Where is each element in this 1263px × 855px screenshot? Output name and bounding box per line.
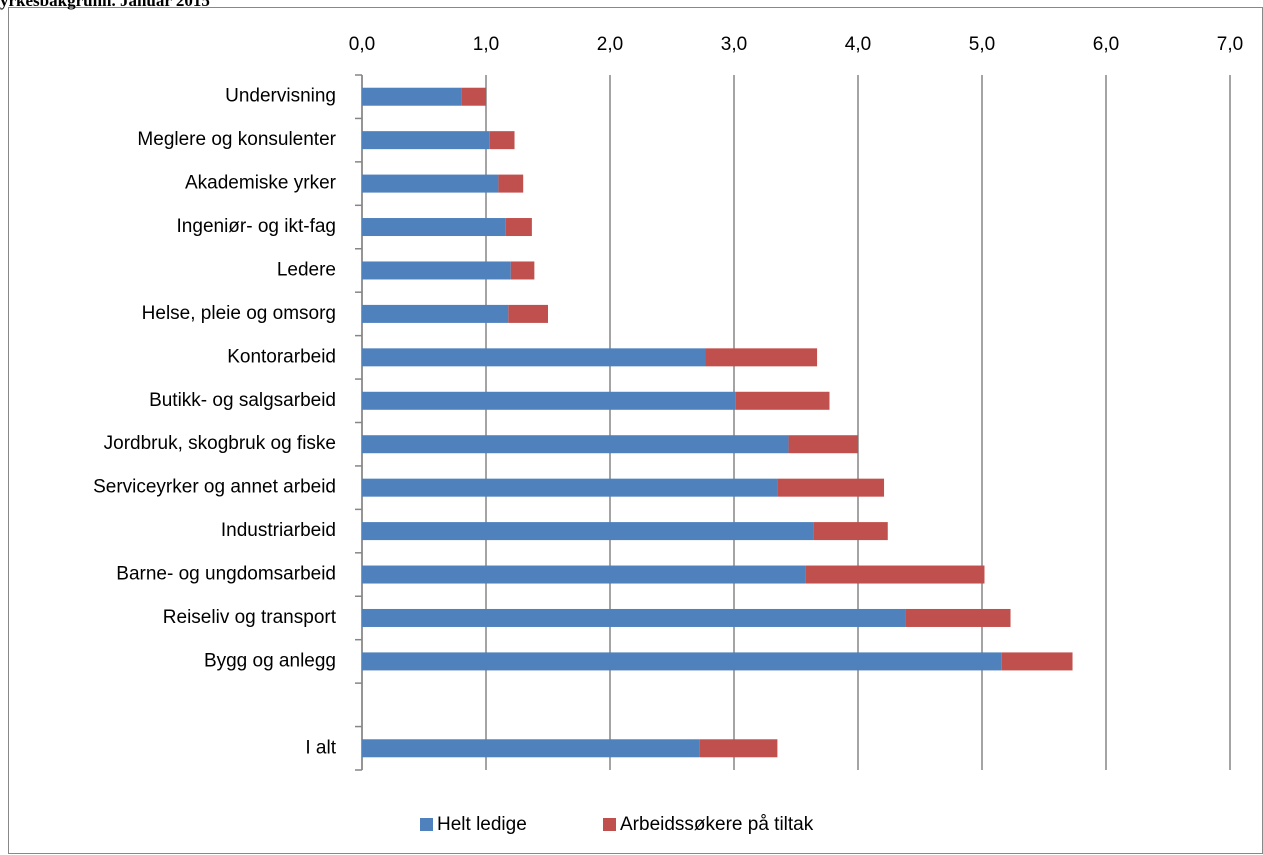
- y-tick-label: Ledere: [277, 259, 336, 280]
- legend-swatch: [420, 818, 433, 831]
- y-tick-label: Ingeniør- og ikt-fag: [177, 216, 336, 237]
- y-tick-label: Butikk- og salgsarbeid: [149, 390, 336, 411]
- legend-label: Arbeidssøkere på tiltak: [620, 814, 814, 835]
- bar-segment: [362, 608, 906, 627]
- bar-segment: [505, 218, 532, 237]
- bar-segment: [362, 522, 814, 541]
- y-tick-label: Jordbruk, skogbruk og fiske: [104, 433, 336, 454]
- x-tick-label: 5,0: [969, 34, 995, 55]
- bar-segment: [905, 608, 1011, 627]
- bar-segment: [362, 739, 700, 758]
- bar-segment: [705, 348, 818, 367]
- legend-swatch: [603, 818, 616, 831]
- y-tick-label: Akademiske yrker: [185, 173, 337, 194]
- y-tick-label: Helse, pleie og omsorg: [142, 303, 336, 324]
- x-tick-label: 0,0: [349, 34, 375, 55]
- bar-segment: [788, 435, 858, 454]
- bar-segment: [508, 304, 548, 323]
- x-tick-label: 3,0: [721, 34, 747, 55]
- y-tick-label: Kontorarbeid: [227, 346, 336, 367]
- bar-segment: [362, 131, 490, 150]
- bar-segment: [362, 435, 789, 454]
- bar-segment: [813, 522, 888, 541]
- y-tick-label: Undervisning: [225, 86, 336, 107]
- bar-segment: [362, 565, 806, 584]
- y-tick-label: Bygg og anlegg: [204, 650, 336, 671]
- bar-segment: [735, 391, 830, 410]
- bar-segment: [461, 87, 486, 106]
- bar-segment: [362, 174, 499, 193]
- y-tick-label: Barne- og ungdomsarbeid: [116, 564, 336, 585]
- bar-segment: [498, 174, 524, 193]
- bar-segment: [489, 131, 515, 150]
- bar-segment: [362, 348, 706, 367]
- y-tick-label: Meglere og konsulenter: [137, 129, 336, 150]
- chart-title: yrkesbakgrunn. Januar 2015: [0, 0, 210, 10]
- bar-segment: [777, 478, 885, 497]
- bar-segment: [362, 261, 511, 280]
- y-tick-label: I alt: [305, 737, 336, 758]
- legend-label: Helt ledige: [437, 814, 527, 835]
- bar-segment: [699, 739, 778, 758]
- bar-segment: [805, 565, 985, 584]
- y-tick-label: Serviceyrker og annet arbeid: [93, 477, 336, 498]
- x-tick-label: 1,0: [473, 34, 499, 55]
- bar-segment: [362, 391, 736, 410]
- x-tick-label: 6,0: [1093, 34, 1119, 55]
- y-tick-label: Reiseliv og transport: [163, 607, 337, 628]
- x-tick-label: 7,0: [1217, 34, 1243, 55]
- bar-segment: [362, 652, 1002, 671]
- bar-segment: [362, 304, 509, 323]
- y-tick-label: Industriarbeid: [221, 520, 336, 541]
- bar-segment: [1001, 652, 1073, 671]
- bar-segment: [362, 478, 778, 497]
- x-tick-label: 4,0: [845, 34, 871, 55]
- bar-segment: [362, 218, 506, 237]
- bar-segment: [510, 261, 535, 280]
- bar-segment: [362, 87, 462, 106]
- x-tick-label: 2,0: [597, 34, 623, 55]
